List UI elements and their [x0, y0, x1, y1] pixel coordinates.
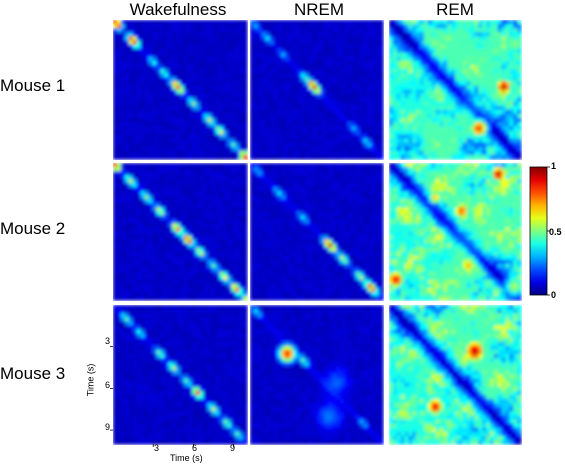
heatmap-mouse-1-nrem	[250, 20, 384, 160]
row-label-mouse-1: Mouse 1	[0, 76, 66, 95]
x-tick-3: 3	[154, 443, 160, 453]
x-tick-9: 9	[230, 443, 236, 453]
x-tick-6: 6	[192, 443, 198, 453]
row-label-mouse-3: Mouse 3	[0, 364, 66, 383]
colorbar-tick-1: 1	[551, 161, 557, 171]
y-tick-6: 6	[105, 380, 111, 390]
y-tick-3: 3	[105, 336, 111, 346]
heatmap-mouse-1-wakefulness	[113, 20, 248, 160]
heatmap-mouse-2-wakefulness	[113, 163, 248, 301]
heatmap-mouse-3-rem	[389, 305, 522, 445]
y-axis-label: Time (s)	[85, 363, 96, 397]
column-title-nrem: NREM	[293, 0, 345, 19]
heatmap-mouse-2-nrem	[250, 163, 384, 301]
column-title-wakefulness: Wakefulness	[129, 0, 227, 19]
axis-ticks	[110, 346, 235, 447]
heatmap-mouse-2-rem	[389, 163, 522, 301]
y-tick-9: 9	[105, 422, 111, 432]
colorbar-tick-0: 0	[551, 290, 557, 300]
column-title-rem: REM	[436, 0, 474, 19]
colorbar	[529, 166, 548, 296]
heatmap-mouse-1-rem	[389, 20, 522, 160]
row-label-mouse-2: Mouse 2	[0, 219, 66, 238]
heatmap-mouse-3-wakefulness	[113, 305, 248, 445]
x-axis-label: Time (s)	[170, 453, 203, 463]
heatmap-mouse-3-nrem	[250, 305, 384, 445]
colorbar-tick-0-5: 0.5	[549, 227, 562, 237]
